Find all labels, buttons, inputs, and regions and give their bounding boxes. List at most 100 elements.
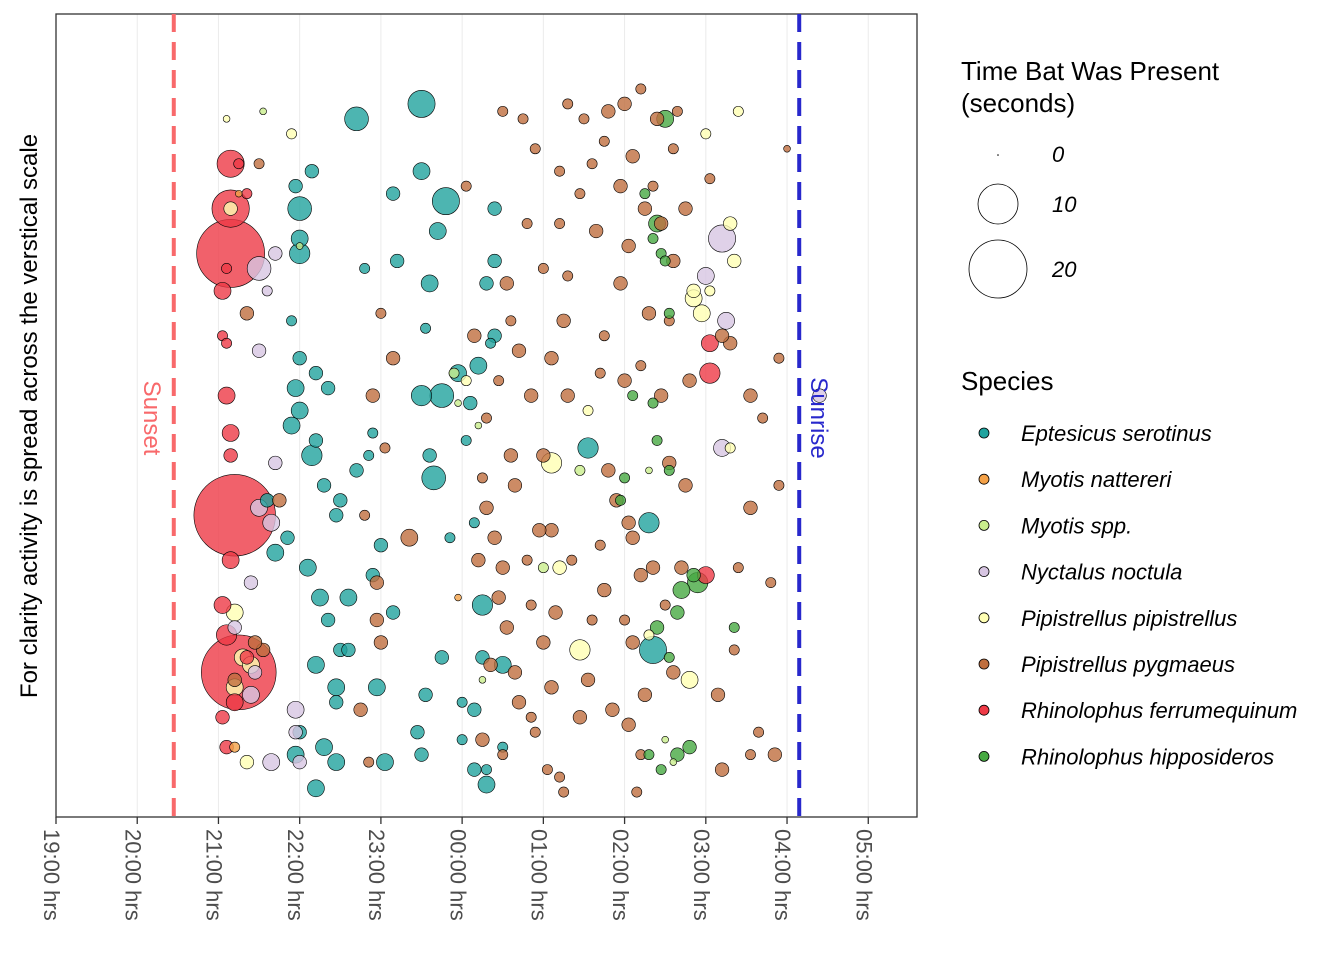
sunrise-label: Sunrise	[805, 377, 832, 458]
point-pipistrellus-pygmaeus-29	[373, 635, 389, 650]
point-eptesicus-serotinus-81	[307, 779, 325, 798]
point-pipistrellus-pygmaeus-96	[704, 173, 716, 185]
point-pipistrellus-pipistrellus-1	[286, 128, 297, 140]
point-nyctalus-noctula-17	[268, 246, 283, 261]
size-label-20: 20	[1051, 257, 1077, 282]
point-pipistrellus-pipistrellus-17	[460, 375, 472, 387]
point-pipistrellus-pygmaeus-110	[493, 375, 505, 387]
point-pipistrellus-pygmaeus-51	[601, 463, 616, 478]
point-rhinolophus-hipposideros-21	[619, 472, 630, 484]
point-pipistrellus-pygmaeus-83	[767, 747, 782, 762]
point-rhinolophus-hipposideros-7	[647, 397, 659, 409]
point-eptesicus-serotinus-82	[418, 687, 433, 702]
point-pipistrellus-pygmaeus-79	[562, 270, 574, 282]
point-pipistrellus-pygmaeus-31	[363, 756, 375, 768]
point-eptesicus-serotinus-36	[301, 444, 323, 466]
point-rhinolophus-hipposideros-23	[627, 390, 639, 401]
size-key-0	[997, 154, 999, 156]
point-pipistrellus-pygmaeus-59	[621, 717, 636, 732]
point-nyctalus-noctula-9	[243, 575, 259, 590]
point-rhinolophus-ferrumequinum-8	[217, 386, 236, 405]
point-pipistrellus-pygmaeus-97	[682, 373, 697, 388]
point-eptesicus-serotinus-69	[481, 764, 492, 775]
point-pipistrellus-pygmaeus-33	[239, 306, 254, 321]
point-pipistrellus-pygmaeus-98	[674, 560, 689, 575]
point-eptesicus-serotinus-37	[577, 437, 599, 459]
point-rhinolophus-ferrumequinum-3	[213, 282, 232, 300]
gridlines	[55, 14, 869, 817]
point-pipistrellus-pygmaeus-58	[666, 665, 681, 680]
point-myotis-nattereri-0	[235, 189, 243, 198]
point-pipistrellus-pygmaeus-8	[544, 351, 559, 366]
point-pipistrellus-pygmaeus-94	[594, 367, 606, 379]
point-pipistrellus-pygmaeus-18	[483, 657, 498, 672]
point-pipistrellus-pygmaeus-90	[460, 180, 472, 192]
point-rhinolophus-ferrumequinum-17	[225, 693, 244, 712]
point-rhinolophus-hipposideros-22	[728, 622, 740, 633]
point-pipistrellus-pygmaeus-118	[631, 786, 643, 798]
point-pipistrellus-pygmaeus-107	[548, 605, 563, 620]
point-pipistrellus-pygmaeus-104	[601, 104, 616, 119]
point-pipistrellus-pygmaeus-117	[558, 786, 570, 798]
point-eptesicus-serotinus-0	[407, 89, 436, 118]
point-eptesicus-serotinus-4	[412, 162, 431, 180]
point-pipistrellus-pygmaeus-47	[743, 388, 758, 403]
point-pipistrellus-pygmaeus-85	[678, 201, 693, 216]
x-tick-label-5: 00:00 hrs	[445, 829, 470, 921]
point-pipistrellus-pygmaeus-80	[566, 554, 578, 566]
point-pipistrellus-pygmaeus-64	[667, 143, 679, 155]
point-eptesicus-serotinus-43	[638, 512, 660, 534]
point-pipistrellus-pygmaeus-93	[560, 388, 575, 403]
point-eptesicus-serotinus-67	[327, 753, 346, 771]
point-eptesicus-serotinus-5	[287, 196, 312, 221]
point-eptesicus-serotinus-41	[280, 530, 295, 545]
point-myotis-spp--2	[448, 367, 460, 379]
point-rhinolophus-ferrumequinum-20	[241, 188, 253, 200]
point-eptesicus-serotinus-21	[292, 351, 307, 366]
point-pipistrellus-pygmaeus-9	[524, 388, 539, 403]
point-rhinolophus-hipposideros-13	[670, 605, 685, 620]
point-pipistrellus-pygmaeus-49	[400, 528, 419, 547]
point-pipistrellus-pygmaeus-70	[641, 306, 657, 321]
point-eptesicus-serotinus-78	[460, 435, 472, 446]
point-pipistrellus-pygmaeus-77	[487, 530, 502, 545]
point-eptesicus-serotinus-70	[349, 463, 364, 478]
point-eptesicus-serotinus-39	[333, 493, 348, 508]
point-nyctalus-noctula-6	[268, 455, 283, 471]
point-pipistrellus-pygmaeus-26	[379, 442, 391, 454]
point-pipistrellus-pygmaeus-82	[499, 620, 514, 635]
point-eptesicus-serotinus-12	[428, 222, 447, 240]
point-pipistrellus-pygmaeus-60	[645, 560, 661, 575]
point-rhinolophus-hipposideros-1	[639, 188, 651, 200]
point-nyctalus-noctula-0	[708, 224, 736, 253]
point-eptesicus-serotinus-33	[422, 448, 437, 463]
legend-key-3	[978, 566, 990, 577]
point-pipistrellus-pygmaeus-67	[594, 539, 606, 551]
point-pipistrellus-pipistrellus-18	[552, 560, 567, 575]
point-eptesicus-serotinus-13	[487, 253, 502, 269]
point-eptesicus-serotinus-11	[390, 253, 405, 269]
point-pipistrellus-pygmaeus-131	[671, 105, 683, 117]
point-eptesicus-serotinus-68	[467, 762, 482, 777]
point-rhinolophus-ferrumequinum-19	[233, 158, 245, 170]
point-myotis-spp--3	[454, 399, 462, 407]
point-eptesicus-serotinus-35	[421, 465, 446, 491]
point-eptesicus-serotinus-63	[315, 738, 333, 756]
point-rhinolophus-hipposideros-3	[647, 233, 659, 244]
point-pipistrellus-pygmaeus-27	[359, 509, 371, 521]
legend-label-6: Rhinolophus ferrumequinum	[1021, 698, 1297, 723]
point-myotis-spp--4	[474, 421, 483, 430]
size-legend-title-line1: Time Bat Was Present	[961, 56, 1220, 86]
point-pipistrellus-pipistrellus-8	[569, 639, 591, 661]
point-pipistrellus-pygmaeus-84	[773, 352, 785, 364]
point-pipistrellus-pygmaeus-68	[554, 218, 566, 229]
point-nyctalus-noctula-15	[697, 267, 715, 285]
point-nyctalus-noctula-4	[812, 388, 827, 403]
point-rhinolophus-ferrumequinum-22	[239, 650, 254, 665]
point-pipistrellus-pygmaeus-25	[365, 388, 380, 403]
point-eptesicus-serotinus-27	[411, 385, 433, 407]
point-pipistrellus-pygmaeus-17	[536, 635, 551, 650]
point-eptesicus-serotinus-55	[368, 678, 386, 697]
point-eptesicus-serotinus-46	[321, 612, 336, 628]
point-pipistrellus-pygmaeus-120	[619, 614, 630, 626]
